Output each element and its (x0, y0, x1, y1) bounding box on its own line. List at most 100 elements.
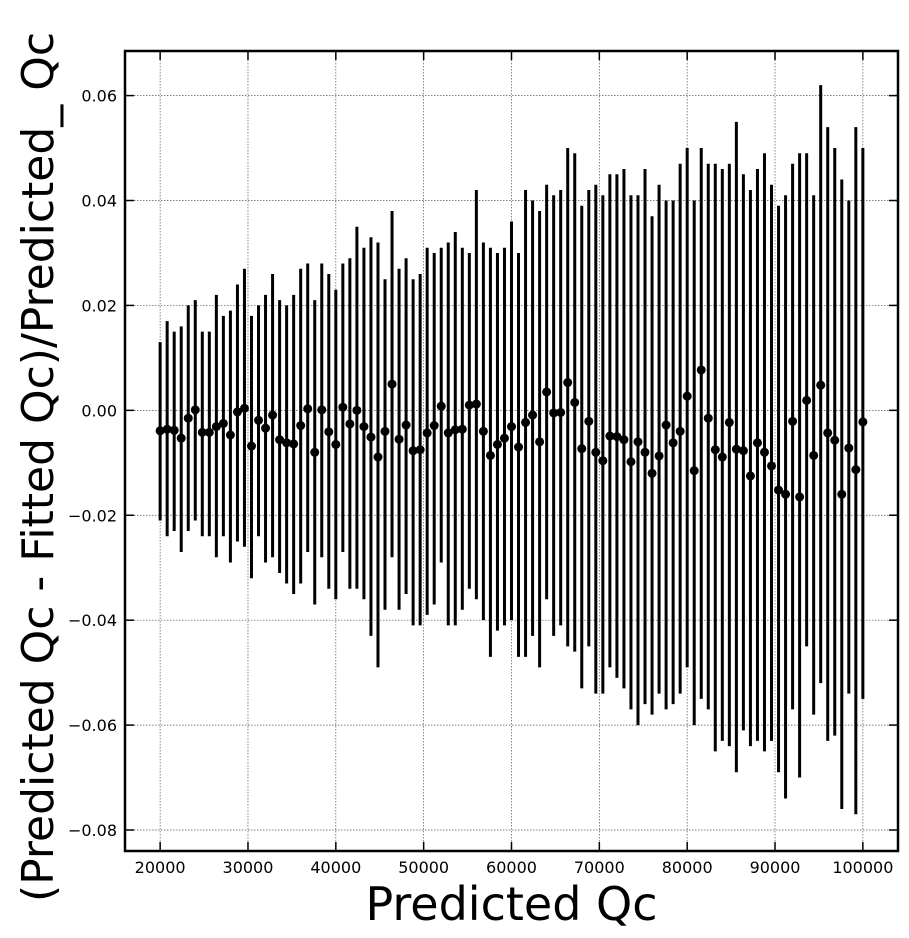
data-point (422, 428, 432, 438)
data-point (844, 443, 854, 453)
tick-labels: 20000 30000 40000 50000 60000 70000 80000 90000… (68, 87, 893, 877)
data-point (619, 435, 629, 445)
data-point (570, 397, 580, 407)
data-point (450, 425, 460, 435)
data-point (738, 446, 748, 456)
data-point (289, 439, 299, 449)
data-point (408, 446, 418, 456)
data-point (275, 435, 285, 445)
data-point (211, 422, 221, 432)
data-point (514, 442, 524, 452)
data-point (682, 391, 692, 401)
data-point (689, 466, 699, 476)
data-point (373, 452, 383, 462)
data-point (823, 428, 833, 438)
data-point (176, 433, 186, 443)
data-point (577, 444, 587, 454)
data-point (591, 447, 601, 457)
data-point (232, 407, 242, 417)
data-point (415, 445, 425, 455)
data-point (556, 407, 566, 417)
data-point (654, 451, 664, 461)
data-point (605, 431, 615, 441)
data-point (190, 405, 200, 415)
data-point (675, 426, 685, 436)
data-point (359, 422, 369, 432)
data-point (317, 405, 327, 415)
data-point (394, 434, 404, 444)
data-point (429, 421, 439, 431)
data-point (767, 461, 777, 471)
data-point (246, 441, 256, 451)
data-point (436, 401, 446, 411)
x-tick-label: 100000 (832, 858, 893, 877)
x-tick-label: 60000 (486, 858, 537, 877)
data-point (633, 437, 643, 447)
data-point (696, 365, 706, 375)
data-point (781, 489, 791, 499)
data-point (668, 438, 678, 448)
data-point (703, 413, 713, 423)
x-tick-label: 20000 (135, 858, 186, 877)
data-point (366, 432, 376, 442)
data-point (745, 471, 755, 481)
data-point (352, 405, 362, 415)
x-tick-label: 90000 (750, 858, 801, 877)
data-point (724, 417, 734, 427)
y-tick-label: 0.02 (81, 296, 117, 315)
x-tick-label: 70000 (574, 858, 625, 877)
error-bars (158, 85, 865, 815)
data-point (310, 447, 320, 457)
data-point (162, 424, 172, 434)
data-point (717, 452, 727, 462)
data-point (499, 433, 509, 443)
x-tick-label: 30000 (223, 858, 274, 877)
axis-ticks (125, 51, 898, 851)
data-point (303, 404, 313, 414)
data-point (710, 445, 720, 455)
data-point (837, 489, 847, 499)
data-point (584, 416, 594, 426)
data-point (254, 415, 264, 425)
data-point (282, 438, 292, 448)
data-point (626, 457, 636, 467)
data-point (268, 410, 278, 420)
data-point (169, 425, 179, 435)
data-point (647, 468, 657, 478)
y-tick-label: 0.04 (81, 192, 117, 211)
x-axis-title: Predicted Qc (365, 877, 657, 931)
data-point (809, 450, 819, 460)
data-point (788, 416, 798, 426)
data-point (598, 456, 608, 466)
y-tick-label: −0.06 (68, 716, 117, 735)
data-point (324, 427, 334, 437)
y-tick-label: 0.00 (81, 401, 117, 420)
data-point (858, 417, 868, 427)
data-point (830, 435, 840, 445)
data-point (183, 413, 193, 423)
data-point (464, 400, 474, 410)
data-point (197, 427, 207, 437)
data-point (795, 492, 805, 502)
data-point (296, 421, 306, 431)
y-tick-label: −0.02 (68, 506, 117, 525)
data-point (542, 387, 552, 397)
data-point (549, 408, 559, 418)
x-tick-label: 80000 (662, 858, 713, 877)
data-point (239, 403, 249, 413)
data-point (218, 418, 228, 428)
data-point (521, 417, 531, 427)
data-points (155, 365, 868, 502)
data-point (261, 423, 271, 433)
data-point (457, 424, 467, 434)
y-axis-title: (Predicted Qc - Fitted Qc)/Predicted_ Qc (13, 32, 64, 902)
data-point (661, 420, 671, 430)
data-point (204, 427, 214, 437)
data-point (387, 379, 397, 389)
data-point (851, 465, 861, 475)
data-point (802, 395, 812, 405)
x-tick-label: 50000 (398, 858, 449, 877)
data-point (443, 428, 453, 438)
data-point (345, 419, 355, 429)
